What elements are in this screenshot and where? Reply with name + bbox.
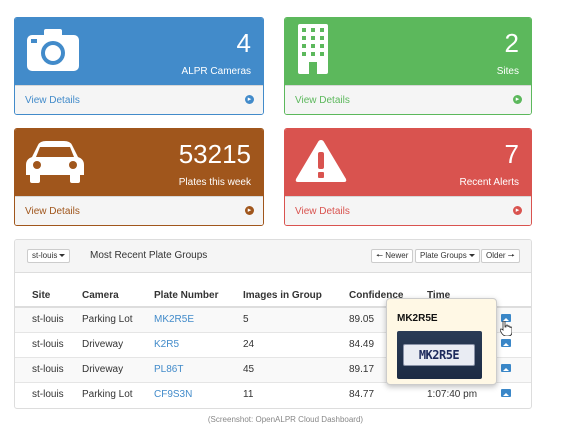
cameras-count: 4 <box>236 28 251 58</box>
cell-image[interactable] <box>499 356 531 382</box>
cell-plate-link[interactable]: CF9S3N <box>154 381 243 407</box>
plates-count: 53215 <box>178 139 251 169</box>
site-select[interactable]: st-louis <box>27 249 71 263</box>
older-label: Older <box>486 251 506 260</box>
alerts-footer[interactable]: View Details ▸ <box>285 196 531 225</box>
cell-site: st-louis <box>15 331 82 357</box>
car-icon <box>26 141 84 183</box>
plates-label: Plates this week <box>178 177 251 188</box>
arrow-right-circle-icon[interactable]: ▸ <box>513 206 522 215</box>
screenshot-caption: (Screenshot: OpenALPR Cloud Dashboard) <box>207 415 364 424</box>
plate-groups-dropdown[interactable]: Plate Groups <box>415 249 480 263</box>
sites-label: Sites <box>496 66 519 77</box>
site-select-value: st-louis <box>32 251 58 260</box>
column-header-camera[interactable]: Camera <box>82 285 154 308</box>
alerts-panel-header: 7 Recent Alerts <box>285 129 531 196</box>
plates-view-details-link[interactable]: View Details <box>25 206 80 217</box>
image-icon[interactable] <box>501 339 511 347</box>
plate-groups-header: st-louis Most Recent Plate Groups 🠔 Newe… <box>15 240 531 273</box>
image-icon[interactable] <box>501 364 511 372</box>
older-button[interactable]: Older 🠖 <box>481 249 520 263</box>
arrow-left-icon: 🠔 <box>376 251 383 260</box>
alerts-label: Recent Alerts <box>459 177 519 188</box>
alerts-count: 7 <box>504 139 519 169</box>
arrow-right-icon: 🠖 <box>507 251 515 260</box>
cell-plate-link[interactable]: MK2R5E <box>154 306 243 332</box>
table-row[interactable]: st-louis Parking Lot CF9S3N 11 84.77 1:0… <box>15 381 531 407</box>
cell-time: 1:07:40 pm <box>427 381 499 407</box>
cell-site: st-louis <box>15 356 82 382</box>
cameras-view-details-link[interactable]: View Details <box>25 95 80 106</box>
cell-plate-link[interactable]: PL86T <box>154 356 243 382</box>
arrow-right-circle-icon[interactable]: ▸ <box>245 206 254 215</box>
image-icon[interactable] <box>501 389 511 398</box>
sites-view-details-link[interactable]: View Details <box>295 95 350 106</box>
cell-site: st-louis <box>15 306 82 332</box>
newer-button[interactable]: 🠔 Newer <box>371 249 414 263</box>
cameras-footer[interactable]: View Details ▸ <box>15 85 263 114</box>
cell-camera: Parking Lot <box>82 306 154 332</box>
alerts-panel: 7 Recent Alerts View Details ▸ <box>284 128 532 226</box>
cell-confidence: 84.77 <box>349 381 427 407</box>
warning-icon <box>295 140 347 182</box>
newer-label: Newer <box>385 251 409 260</box>
plate-preview-tooltip: MK2R5E MK2R5E <box>386 298 497 385</box>
cell-camera: Driveway <box>82 356 154 382</box>
cameras-panel: 4 ALPR Cameras View Details ▸ <box>14 17 264 115</box>
sites-panel-header: 2 Sites <box>285 18 531 85</box>
sites-count: 2 <box>504 28 519 58</box>
sites-panel: 2 Sites View Details ▸ <box>284 17 532 115</box>
cameras-panel-header: 4 ALPR Cameras <box>15 18 263 85</box>
plate-groups-dropdown-value: Plate Groups <box>420 251 467 260</box>
cell-site: st-louis <box>15 381 82 407</box>
plate-groups-title: Most Recent Plate Groups <box>90 250 208 261</box>
tooltip-title: MK2R5E <box>397 313 438 324</box>
plates-footer[interactable]: View Details ▸ <box>15 196 263 225</box>
camera-icon <box>27 29 79 71</box>
column-header-image <box>499 285 531 308</box>
caret-down-icon <box>468 254 475 258</box>
plates-panel: 53215 Plates this week View Details ▸ <box>14 128 264 226</box>
arrow-right-circle-icon[interactable]: ▸ <box>513 95 522 104</box>
cell-images: 45 <box>243 356 349 382</box>
column-header-images[interactable]: Images in Group <box>243 285 349 308</box>
cell-camera: Driveway <box>82 331 154 357</box>
plate-photo: MK2R5E <box>397 331 482 379</box>
cell-plate-link[interactable]: K2R5 <box>154 331 243 357</box>
cell-camera: Parking Lot <box>82 381 154 407</box>
hand-pointer-icon <box>500 321 512 336</box>
arrow-right-circle-icon[interactable]: ▸ <box>245 95 254 104</box>
cell-images: 11 <box>243 381 349 407</box>
plate-photo-text: MK2R5E <box>403 344 475 366</box>
sites-footer[interactable]: View Details ▸ <box>285 85 531 114</box>
cell-images: 24 <box>243 331 349 357</box>
column-header-plate-number[interactable]: Plate Number <box>154 285 243 308</box>
cell-image[interactable] <box>499 381 531 407</box>
building-icon <box>298 24 328 74</box>
cameras-label: ALPR Cameras <box>181 66 251 77</box>
image-icon[interactable] <box>501 314 511 323</box>
plates-panel-header: 53215 Plates this week <box>15 129 263 196</box>
caret-down-icon <box>59 254 66 258</box>
cell-images: 5 <box>243 306 349 332</box>
alerts-view-details-link[interactable]: View Details <box>295 206 350 217</box>
column-header-site[interactable]: Site <box>15 285 82 308</box>
